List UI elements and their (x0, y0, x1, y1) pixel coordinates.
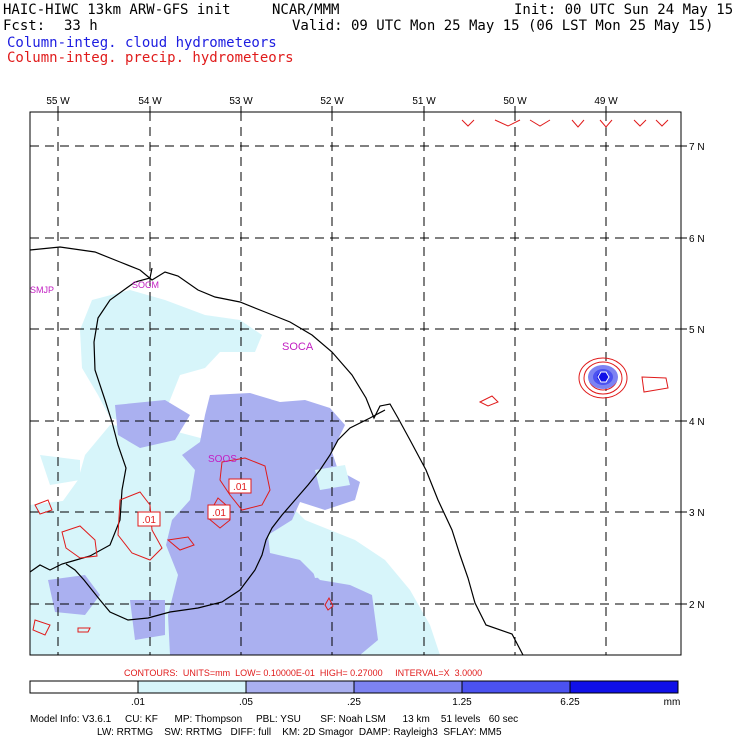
lat-label: 4 N (689, 417, 705, 428)
coastline (30, 246, 524, 655)
precip-contours (32, 119, 669, 636)
shading-mid (48, 393, 378, 655)
lon-label: 54 W (138, 96, 162, 107)
init-time: Init: 00 UTC Sun 24 May 15 (514, 2, 734, 18)
colorbar-tick: .25 (347, 697, 361, 708)
lat-label: 5 N (689, 325, 705, 336)
fcst-value: 33 h (64, 18, 98, 34)
valid-time: Valid: 09 UTC Mon 25 May 15 (06 LST Mon … (292, 18, 714, 34)
colorbar (29, 680, 679, 694)
colorbar-units: mm (664, 697, 681, 708)
field1-title: Column-integ. cloud hydrometeors (7, 35, 277, 51)
colorbar-tick: 6.25 (560, 697, 580, 708)
station-smjp: SMJP (30, 285, 54, 295)
lat-label: 6 N (689, 234, 705, 245)
model-info-line1: Model Info: V3.6.1 CU: KF MP: Thompson P… (30, 714, 518, 725)
convective-cell (588, 365, 618, 389)
lon-label: 51 W (412, 96, 436, 107)
colorbar-tick: .01 (131, 697, 145, 708)
lon-label: 50 W (503, 96, 527, 107)
station-socm: SOCM (132, 280, 159, 290)
contour-label: .01 (233, 482, 247, 493)
contour-info: CONTOURS: UNITS=mm LOW= 0.10000E-01 HIGH… (124, 668, 482, 678)
contour-label: .01 (142, 515, 156, 526)
contour-label: .01 (212, 508, 226, 519)
station-soos: SOOS (208, 454, 237, 465)
lat-label: 3 N (689, 508, 705, 519)
fcst-label: Fcst: (3, 18, 46, 34)
lat-label: 7 N (689, 142, 705, 153)
lon-label: 55 W (46, 96, 70, 107)
field2-title: Column-integ. precip. hydrometeors (7, 50, 294, 66)
map-frame (29, 111, 682, 656)
lon-label: 53 W (229, 96, 253, 107)
model-info-line2: LW: RRTMG SW: RRTMG DIFF: full KM: 2D Sm… (97, 727, 502, 738)
lat-label: 2 N (689, 600, 705, 611)
station-soca: SOCA (282, 341, 314, 353)
colorbar-tick: 1.25 (452, 697, 472, 708)
lon-label: 49 W (594, 96, 618, 107)
contour-label-boxes (137, 478, 252, 527)
model-title: HAIC-HIWC 13km ARW-GFS init (3, 2, 231, 18)
colorbar-tick: .05 (239, 697, 253, 708)
org-label: NCAR/MMM (272, 2, 340, 18)
lon-label: 52 W (320, 96, 344, 107)
